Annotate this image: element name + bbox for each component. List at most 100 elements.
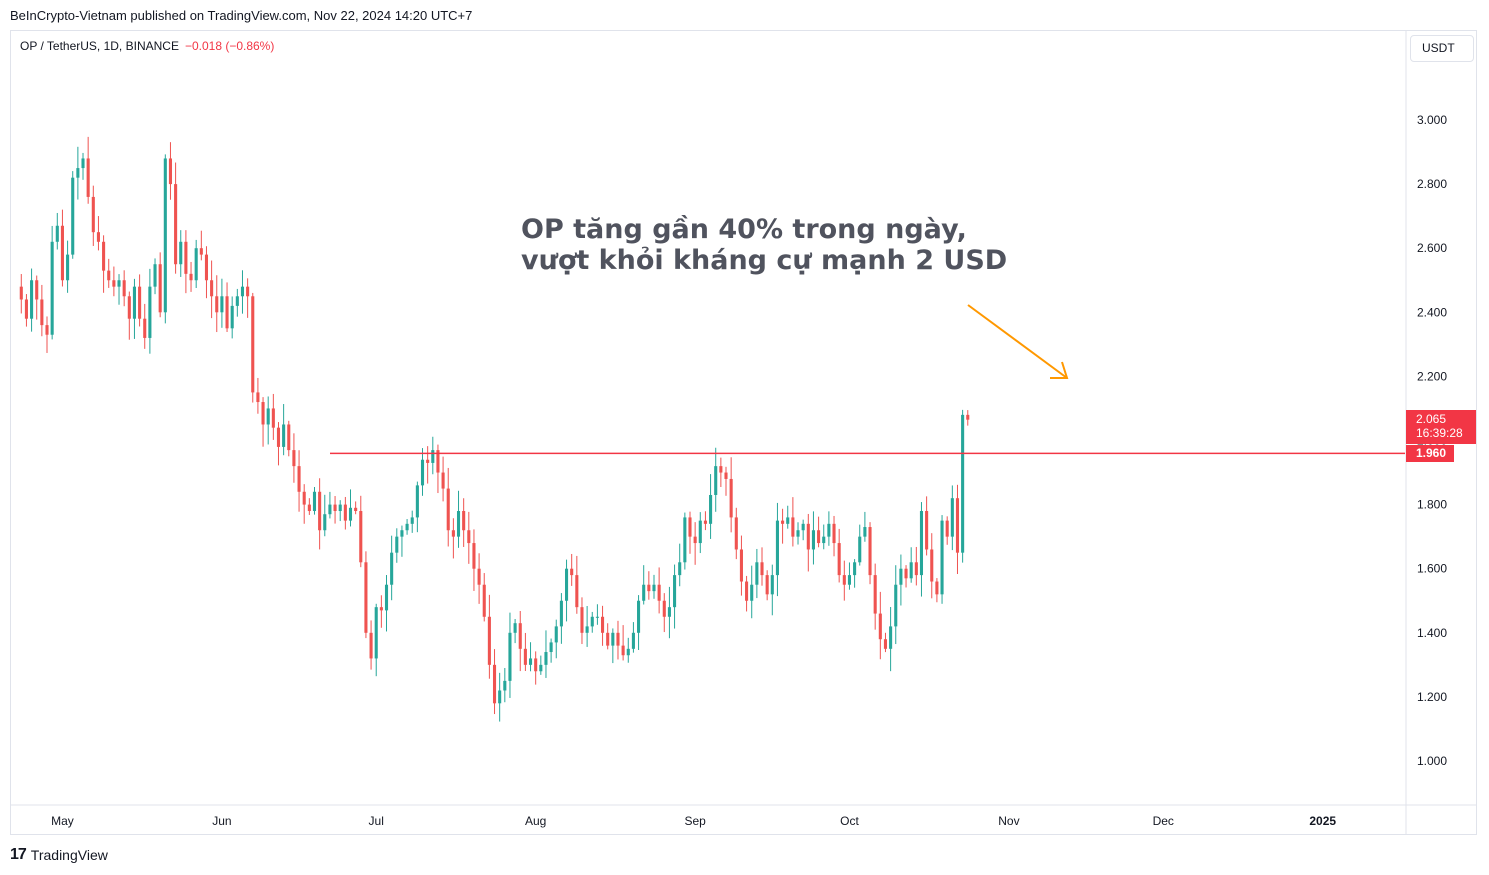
candle-body: [441, 472, 445, 489]
brand-label: TradingView: [30, 847, 108, 863]
candle-body: [138, 286, 142, 319]
candle-body: [559, 600, 563, 627]
candle-body: [673, 575, 677, 608]
candle-body: [837, 543, 841, 576]
candle-body: [739, 549, 743, 582]
chart-annotation: OP tăng gần 40% trong ngày, vượt khỏi kh…: [521, 214, 1007, 276]
candle-body: [781, 520, 785, 524]
candle-body: [544, 652, 548, 665]
change-label: −0.018 (−0.86%): [184, 39, 275, 53]
price-tick-label: 1.800: [1417, 498, 1447, 512]
time-tick-label: Dec: [1153, 814, 1174, 828]
candle-body: [472, 543, 476, 569]
bar-countdown: 16:39:28: [1416, 425, 1463, 440]
time-tick-label: Sep: [684, 814, 706, 828]
price-tick-label: 2.800: [1417, 177, 1447, 191]
candle-body: [158, 264, 162, 313]
candle-body: [297, 466, 301, 492]
candle-body: [60, 225, 64, 281]
candle-body: [215, 296, 219, 313]
candle-body: [76, 168, 80, 178]
candle-body: [81, 158, 85, 169]
candle-body: [662, 600, 666, 617]
candle-body: [940, 520, 944, 595]
candle-body: [714, 466, 718, 495]
candle-body: [847, 575, 852, 585]
candle-body: [930, 549, 934, 582]
candle-body: [755, 562, 759, 585]
level-price-tag: 1.960: [1406, 445, 1454, 463]
candle-body: [709, 494, 713, 524]
candle-body: [395, 536, 399, 553]
symbol-legend[interactable]: OP / TetherUS, 1D, BINANCE −0.018 (−0.86%…: [20, 39, 274, 53]
candle-body: [220, 296, 224, 313]
candle-body: [554, 626, 558, 643]
last-price: 2.065: [1416, 411, 1447, 426]
candle-body: [482, 584, 486, 617]
candle-body: [225, 296, 229, 329]
footer-brand[interactable]: 17 TradingView: [10, 846, 108, 864]
candle-body: [436, 450, 440, 473]
candle-body: [210, 280, 214, 297]
candle-body: [287, 424, 291, 451]
candle-body: [333, 504, 337, 512]
candle-body: [251, 296, 255, 393]
candles: [19, 136, 970, 722]
candle-body: [96, 232, 100, 242]
candle-body: [745, 581, 749, 601]
annotation-line-2: vượt khỏi kháng cự mạnh 2 USD: [521, 245, 1008, 276]
candle-body: [174, 184, 178, 265]
candle-body: [595, 616, 599, 618]
candle-body: [467, 530, 471, 544]
price-tick-label: 1.400: [1417, 626, 1447, 640]
candle-body: [817, 530, 821, 544]
candle-body: [894, 584, 898, 627]
candle-body: [204, 254, 209, 281]
candle-body: [477, 568, 481, 585]
grid: [11, 31, 1476, 834]
candle-body: [323, 514, 327, 531]
candle-body: [230, 305, 234, 329]
time-axis: May Jun Jul Aug Sep Oct Nov Dec 2025: [51, 814, 1336, 828]
price-tick-label: 2.200: [1417, 369, 1447, 383]
candle-body: [102, 241, 106, 271]
candle-body: [143, 318, 147, 338]
candle-body: [163, 158, 167, 313]
candle-body: [240, 286, 245, 297]
candle-body: [889, 626, 893, 649]
candle-body: [626, 648, 630, 656]
candle-body: [528, 658, 533, 665]
price-tick-label: 2.600: [1417, 241, 1447, 255]
candle-body: [770, 575, 774, 595]
candle-body: [132, 286, 136, 319]
candle-body: [883, 639, 888, 649]
candle-body: [719, 466, 723, 473]
candle-body: [318, 491, 322, 531]
candle-body: [343, 504, 347, 521]
candle-body: [446, 488, 450, 531]
candle-body: [45, 325, 49, 335]
candle-body: [390, 552, 394, 585]
time-tick-label: May: [51, 814, 74, 828]
candle-body: [369, 632, 373, 659]
candle-body: [415, 485, 419, 518]
currency-button[interactable]: USDT: [1410, 35, 1474, 62]
time-tick-label: Jul: [369, 814, 384, 828]
candle-body: [487, 616, 491, 665]
candle-body: [168, 158, 173, 185]
candle-body: [364, 562, 368, 633]
candle-body: [359, 511, 363, 563]
candle-body: [256, 392, 260, 403]
candle-body: [935, 581, 939, 595]
candle-body: [261, 402, 265, 425]
time-tick-label: Jun: [212, 814, 231, 828]
candle-body: [508, 632, 512, 681]
candle-body: [50, 241, 54, 335]
candle-body: [822, 536, 826, 544]
candle-body: [498, 690, 502, 704]
candle-body: [55, 225, 59, 242]
candle-body: [765, 575, 769, 595]
candle-body: [420, 459, 425, 486]
candle-body: [801, 523, 805, 531]
